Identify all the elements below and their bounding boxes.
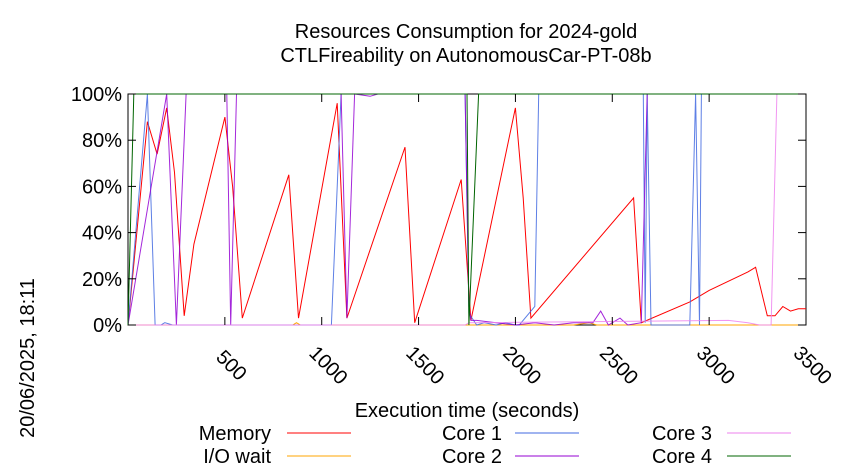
legend-label-core-2: Core 2 bbox=[442, 446, 502, 468]
x-tick-label: 1500 bbox=[401, 342, 448, 389]
y-tick-label: 0% bbox=[93, 315, 122, 337]
x-tick-label: 500 bbox=[212, 346, 251, 385]
x-tick-label: 3500 bbox=[789, 342, 836, 389]
series-line-core-3 bbox=[128, 93, 806, 326]
legend-label-core-3: Core 3 bbox=[652, 423, 712, 445]
timestamp-label: 20/06/2025, 18:11 bbox=[17, 278, 39, 438]
legend-label-i-o-wait: I/O wait bbox=[203, 446, 271, 468]
chart-title: Resources Consumption for 2024-gold bbox=[295, 21, 637, 43]
x-tick-label: 2000 bbox=[498, 342, 545, 389]
series-layer bbox=[127, 93, 806, 326]
legend-label-core-1: Core 1 bbox=[442, 423, 502, 445]
y-tick-label: 40% bbox=[82, 223, 122, 245]
legend-label-memory: Memory bbox=[199, 423, 271, 445]
chart-subtitle: CTLFireability on AutonomousCar-PT-08b bbox=[280, 45, 651, 67]
series-line-memory bbox=[127, 103, 806, 326]
y-tick-label: 80% bbox=[82, 130, 122, 152]
x-tick-label: 3000 bbox=[692, 342, 739, 389]
x-tick-label: 1000 bbox=[304, 342, 351, 389]
legend-label-core-4: Core 4 bbox=[652, 446, 712, 468]
x-axis-label: Execution time (seconds) bbox=[355, 400, 580, 422]
y-tick-label: 20% bbox=[82, 269, 122, 291]
axis-layer: 0% 20% 40% 60% 80% 100% 500 1000 1500 2000 2500 300… bbox=[71, 84, 836, 389]
x-tick-label: 2500 bbox=[595, 342, 642, 389]
y-tick-label: 60% bbox=[82, 176, 122, 198]
y-tick-label: 100% bbox=[71, 84, 122, 106]
